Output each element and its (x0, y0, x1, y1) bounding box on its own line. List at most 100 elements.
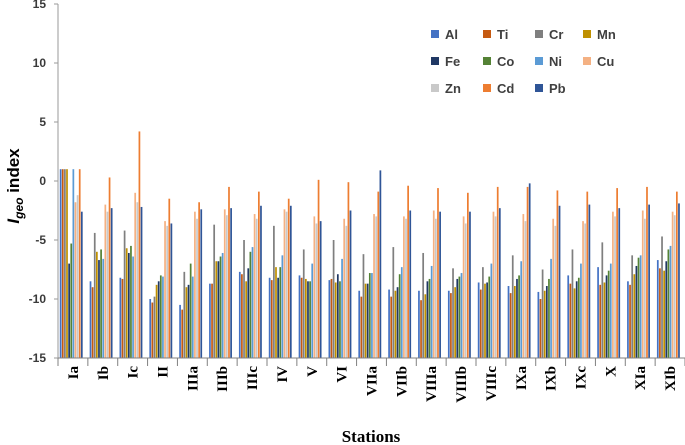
legend-swatch-co (483, 57, 491, 65)
bar-mn-viiia (424, 294, 427, 358)
bar-pb-iv (289, 205, 292, 358)
bar-ti-ixa (509, 293, 512, 358)
bar-co-iiia (189, 263, 192, 358)
bar-ti-ixc (569, 283, 572, 358)
bar-cr-viiib (452, 268, 454, 358)
bar-cr-xib (661, 236, 663, 358)
x-tick-label: VIIIb (454, 366, 470, 403)
bar-ti-viiic (479, 289, 482, 358)
bar-cd-ic (138, 131, 141, 358)
bar-cd-viiib (466, 192, 469, 358)
bar-pb-v (319, 221, 322, 358)
bar-ti-xib (659, 268, 661, 358)
bar-ti-ib (91, 287, 94, 358)
bar-zn-xib (673, 215, 676, 358)
bar-cd-ixc (586, 191, 589, 358)
bar-zn-ia (76, 195, 79, 358)
x-tick-label: VIIb (394, 366, 410, 397)
bar-cu-ixb (552, 218, 555, 358)
bar-ni-viiia (430, 265, 433, 358)
bar-mn-v (305, 278, 307, 358)
bar-ti-iv (270, 280, 273, 358)
bar-al-ia (59, 169, 62, 358)
x-tick-label: IIIa (185, 366, 201, 392)
bar-zn-iiic (255, 218, 258, 358)
bar-pb-ib (110, 208, 113, 358)
x-tick-label: IXa (514, 366, 530, 391)
bar-co-iiic (249, 251, 252, 358)
bar-ti-viiia (420, 300, 422, 358)
x-tick-label: IXc (574, 366, 590, 390)
bar-cr-viiia (422, 252, 425, 358)
bar-cr-iv (273, 225, 275, 358)
bar-ni-vi (341, 258, 343, 358)
legend-label-cr: Cr (549, 27, 563, 42)
bar-mn-iiic (245, 281, 248, 358)
bar-zn-ixb (554, 225, 557, 358)
bar-al-x (597, 267, 599, 358)
bar-mn-iv (275, 267, 277, 358)
bar-ti-vi (330, 278, 333, 358)
bar-cu-vi (343, 218, 346, 358)
bar-zn-iiia (196, 218, 198, 358)
bar-zn-iiib (226, 215, 228, 358)
bar-co-v (309, 281, 311, 358)
bar-cr-iiia (183, 271, 186, 358)
bar-fe-ixc (575, 281, 578, 358)
bar-cu-xia (641, 210, 644, 358)
bar-cd-iiib (228, 186, 230, 358)
bar-zn-ic (136, 202, 139, 358)
bar-cd-ixb (556, 190, 559, 358)
bar-co-xia (637, 257, 640, 358)
bar-mn-iiia (185, 287, 188, 358)
bar-fe-iiia (187, 284, 190, 358)
bar-ni-ixa (520, 261, 523, 358)
bar-cd-vi (347, 182, 350, 358)
bar-mn-x (603, 282, 606, 358)
bar-al-v (298, 275, 301, 358)
bar-cu-ic (134, 192, 137, 358)
bar-co-viib (398, 274, 401, 358)
bar-co-viiia (428, 278, 431, 358)
bar-co-ixb (548, 278, 550, 358)
bar-co-xib (667, 249, 670, 358)
bar-cu-iiic (253, 214, 256, 358)
bar-fe-viia (366, 283, 369, 358)
y-axis-label-rest: index (4, 148, 23, 198)
bar-co-iiib (219, 256, 222, 358)
bar-ti-ia (61, 169, 64, 358)
bar-cr-ii (153, 296, 156, 358)
bar-cr-iiic (243, 240, 245, 358)
bar-co-x (607, 270, 610, 358)
bar-cr-xia (631, 255, 634, 358)
bar-cu-xib (671, 211, 674, 358)
bar-zn-ii (166, 225, 169, 358)
bar-cu-iiib (223, 209, 226, 358)
legend-swatch-al (431, 30, 439, 38)
bar-ti-v (300, 277, 303, 358)
bar-ti-viib (390, 296, 393, 358)
bar-ti-iiia (181, 309, 184, 358)
bar-cu-ib (104, 204, 107, 358)
legend-swatch-mn (583, 30, 591, 38)
bar-ni-ixc (580, 263, 582, 358)
bar-co-ib (100, 249, 102, 358)
bar-cr-viiic (482, 267, 484, 358)
bar-zn-iv (285, 211, 288, 358)
bar-ti-iiic (241, 274, 243, 358)
bar-cd-viiic (496, 186, 499, 358)
bar-mn-viib (394, 290, 397, 358)
bar-al-ixa (507, 286, 510, 358)
bar-mn-ia (66, 169, 68, 358)
bar-pb-ixc (588, 204, 591, 358)
bar-ni-ia (72, 169, 75, 358)
bar-pb-iiia (200, 209, 203, 358)
bar-al-ixb (537, 291, 540, 358)
y-tick-label: -10 (29, 292, 47, 306)
x-tick-label: Ic (126, 366, 142, 379)
bar-cd-v (317, 179, 320, 358)
bar-cr-x (601, 242, 604, 358)
bar-mn-xia (633, 274, 636, 358)
legend-label-mn: Mn (597, 27, 616, 42)
bar-fe-ia (68, 263, 70, 358)
